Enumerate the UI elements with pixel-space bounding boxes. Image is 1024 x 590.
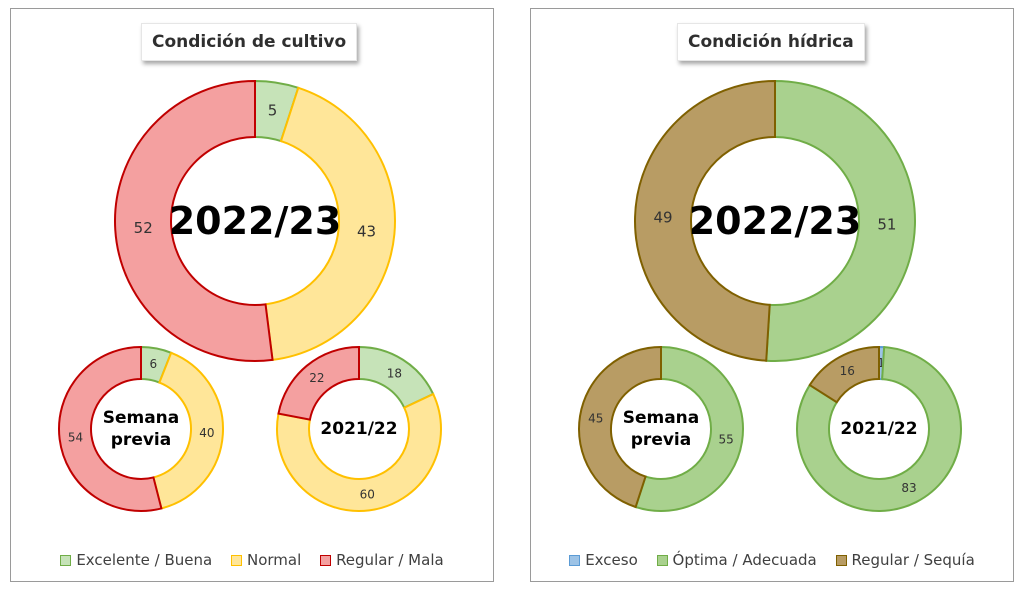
water-condition-legend: Exceso Óptima / Adecuada Regular / Sequí… (531, 551, 1013, 569)
water-condition-title: Condición hídrica (677, 23, 865, 61)
donut-slice (58, 345, 163, 512)
donut-center-title: Semana (103, 408, 180, 428)
legend-swatch (60, 555, 72, 566)
donut-center-title: 2021/22 (840, 419, 917, 439)
legend-swatch (656, 555, 668, 566)
slice-value-label: 54 (68, 430, 83, 444)
donut-center-title: previa (631, 430, 691, 450)
legend-swatch (231, 555, 242, 566)
donut-slice (765, 79, 916, 362)
legend-swatch (320, 555, 332, 566)
legend-label: Óptima / Adecuada (672, 551, 817, 569)
donut-slice (634, 79, 776, 362)
slice-value-label: 16 (840, 364, 855, 378)
slice-value-label: 83 (901, 481, 916, 495)
legend-label: Excelente / Buena (76, 551, 213, 569)
legend-swatch (569, 555, 581, 566)
donut-slice (634, 345, 744, 512)
crop-condition-legend: Excelente / Buena Normal Regular / Mala (11, 551, 493, 569)
donut-center-title: 2021/22 (320, 419, 397, 439)
slice-value-label: 18 (387, 366, 402, 380)
donut-slice (264, 86, 396, 362)
slice-value-label: 49 (654, 208, 673, 226)
slice-value-label: 22 (309, 371, 324, 385)
donut-slice (152, 351, 224, 510)
legend-label: Normal (247, 551, 302, 569)
donut-center-title: previa (111, 430, 171, 450)
crop-condition-title: Condición de cultivo (141, 23, 358, 61)
legend-label: Regular / Mala (336, 551, 444, 569)
slice-value-label: 55 (719, 432, 734, 446)
donut-center-title: Semana (623, 408, 700, 428)
legend-label: Regular / Sequía (851, 551, 975, 569)
slice-value-label: 43 (357, 223, 376, 241)
donut-slice (114, 79, 274, 362)
slice-value-label: 45 (588, 412, 603, 426)
donut-crop-2021-22: 18 60 22 2021/22 (276, 345, 442, 512)
slice-value-label: 52 (134, 219, 153, 237)
legend-item-excelente-buena: Excelente / Buena (60, 551, 212, 569)
donut-slice (277, 345, 360, 421)
legend-item-optima-adecuada: Óptima / Adecuada (656, 551, 817, 569)
legend-item-exceso: Exceso (569, 551, 638, 569)
legend-label: Exceso (585, 551, 638, 569)
slice-value-label: 1 (877, 356, 885, 370)
legend-item-regular-sequia: Regular / Sequía (835, 551, 975, 569)
legend-item-normal: Normal (231, 551, 301, 569)
donut-water-2021-22: 1 83 16 2021/22 (796, 345, 962, 512)
slice-value-label: 5 (268, 101, 278, 119)
donut-slice (276, 392, 442, 512)
legend-swatch (835, 555, 847, 566)
slice-value-label: 51 (877, 216, 896, 234)
donut-slice (796, 346, 962, 512)
donut-crop-2022-23: 5 43 52 2022/23 (114, 79, 396, 362)
donut-center-title: 2022/23 (169, 199, 342, 243)
slice-value-label: 6 (150, 357, 158, 371)
slice-value-label: 60 (360, 487, 375, 501)
legend-item-regular-mala: Regular / Mala (320, 551, 444, 569)
crop-condition-panel: 5 43 52 2022/23 6 40 54 Semana previa 18 60 22 202… (10, 8, 494, 582)
slice-value-label: 40 (199, 426, 214, 440)
donut-slice (808, 345, 880, 404)
donut-center-title: 2022/23 (689, 199, 862, 243)
donut-slice (578, 345, 662, 509)
